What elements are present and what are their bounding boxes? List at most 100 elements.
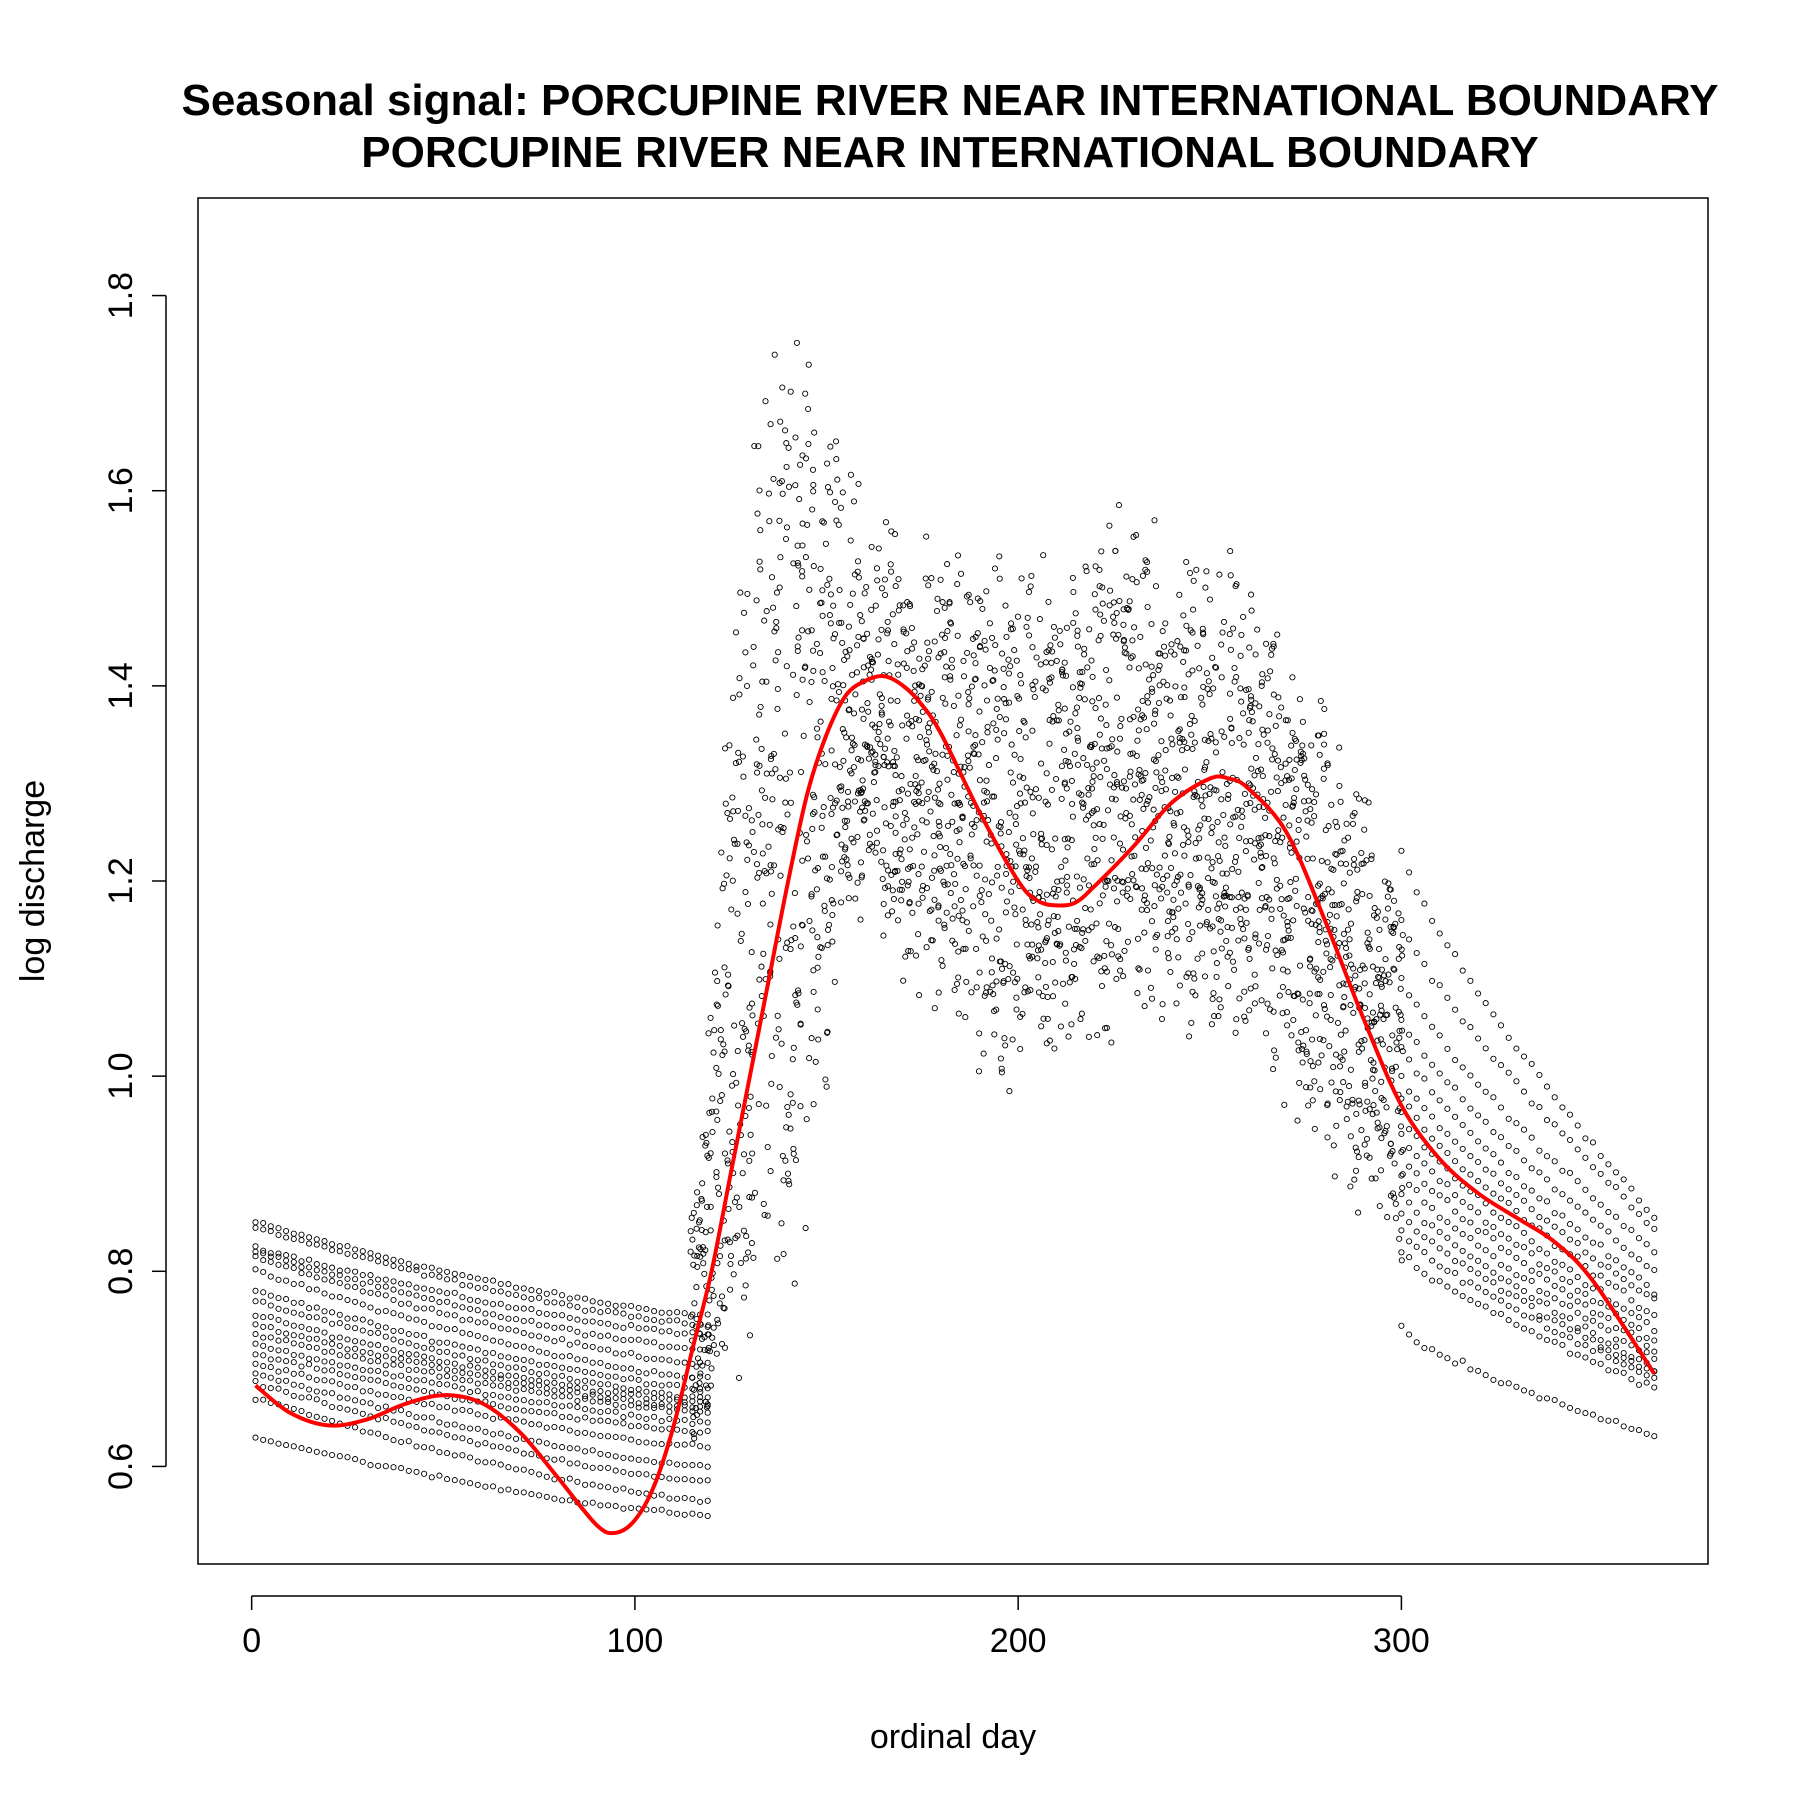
data-point [635,1325,642,1332]
data-point [970,743,977,750]
data-point [1126,773,1133,780]
data-point [935,917,942,924]
data-point [513,1406,520,1413]
data-point [819,812,826,819]
data-point [1226,690,1234,697]
data-point [957,897,964,904]
data-point [884,630,891,637]
data-point [1062,949,1069,956]
data-point [894,661,901,668]
data-point [413,1263,420,1270]
data-point [597,1417,604,1424]
data-point [612,1401,619,1408]
data-point [651,1355,658,1362]
data-point [612,1467,619,1474]
data-point [1095,695,1103,702]
data-point [739,1170,746,1177]
data-point [566,1402,573,1409]
data-point [1184,744,1191,751]
data-point [1452,1360,1459,1367]
data-point [1282,801,1289,809]
chart-title: Seasonal signal: PORCUPINE RIVER NEAR IN… [181,76,1719,125]
data-point [1620,1349,1627,1357]
data-point [889,887,896,894]
data-point [705,1344,712,1351]
data-point [748,1240,755,1247]
data-point [1042,659,1050,666]
data-point [717,1097,724,1105]
data-point [589,1431,596,1438]
data-point [1340,1079,1347,1086]
data-point [1566,1169,1574,1176]
data-point [1376,945,1383,953]
data-point [757,527,764,534]
data-point [1475,1367,1482,1374]
data-point [666,1509,673,1516]
data-point [736,675,743,682]
data-point [1374,1037,1381,1044]
data-point [405,1422,412,1429]
data-point [962,886,969,893]
data-point [1207,731,1214,738]
data-point [1355,1048,1362,1055]
data-point [889,908,896,915]
data-point [937,843,944,851]
data-point [1384,1011,1391,1018]
data-point [1090,807,1097,814]
data-point [474,1357,481,1364]
data-point [1006,809,1013,816]
data-point [1295,1039,1302,1046]
data-point [352,1246,359,1253]
data-point [983,838,990,845]
data-point [1344,834,1352,841]
data-point [757,566,764,573]
data-point [321,1348,328,1355]
data-point [635,1386,642,1393]
data-point [1025,952,1032,960]
data-point [267,1438,274,1445]
data-point [1358,860,1365,868]
data-point [938,957,945,964]
data-point [405,1340,412,1347]
data-point [944,776,951,783]
data-point [1243,919,1250,926]
data-point [1071,925,1078,932]
data-point [1151,711,1159,718]
data-point [267,1345,274,1352]
data-point [1324,859,1331,866]
data-point [1279,983,1286,991]
data-point [1406,1088,1413,1095]
data-point [1381,878,1388,885]
data-point [513,1435,520,1442]
data-point [759,900,766,907]
data-point [1436,1228,1443,1236]
data-point [674,1309,681,1316]
data-point [1046,679,1053,686]
data-point [1196,884,1203,891]
data-point [566,1393,573,1400]
data-point [1566,1236,1574,1243]
data-point [1248,696,1255,703]
data-point [1354,866,1361,873]
data-point [1281,936,1288,943]
data-point [955,692,962,699]
data-point [1226,894,1233,901]
data-point [1142,770,1149,777]
data-point [290,1351,297,1359]
data-point [1520,1387,1528,1394]
data-point [895,671,902,678]
data-point [1209,859,1216,866]
data-point [1497,1180,1505,1187]
data-point [1238,631,1245,638]
data-point [1505,1235,1512,1242]
data-point [1358,1127,1365,1134]
data-point [836,619,843,627]
data-point [696,1380,703,1387]
data-point [612,1419,619,1426]
data-point [1204,685,1211,692]
data-point [1133,884,1140,891]
data-point [252,1434,259,1441]
data-point [597,1450,604,1457]
data-point [1252,700,1259,707]
data-point [582,1295,589,1302]
